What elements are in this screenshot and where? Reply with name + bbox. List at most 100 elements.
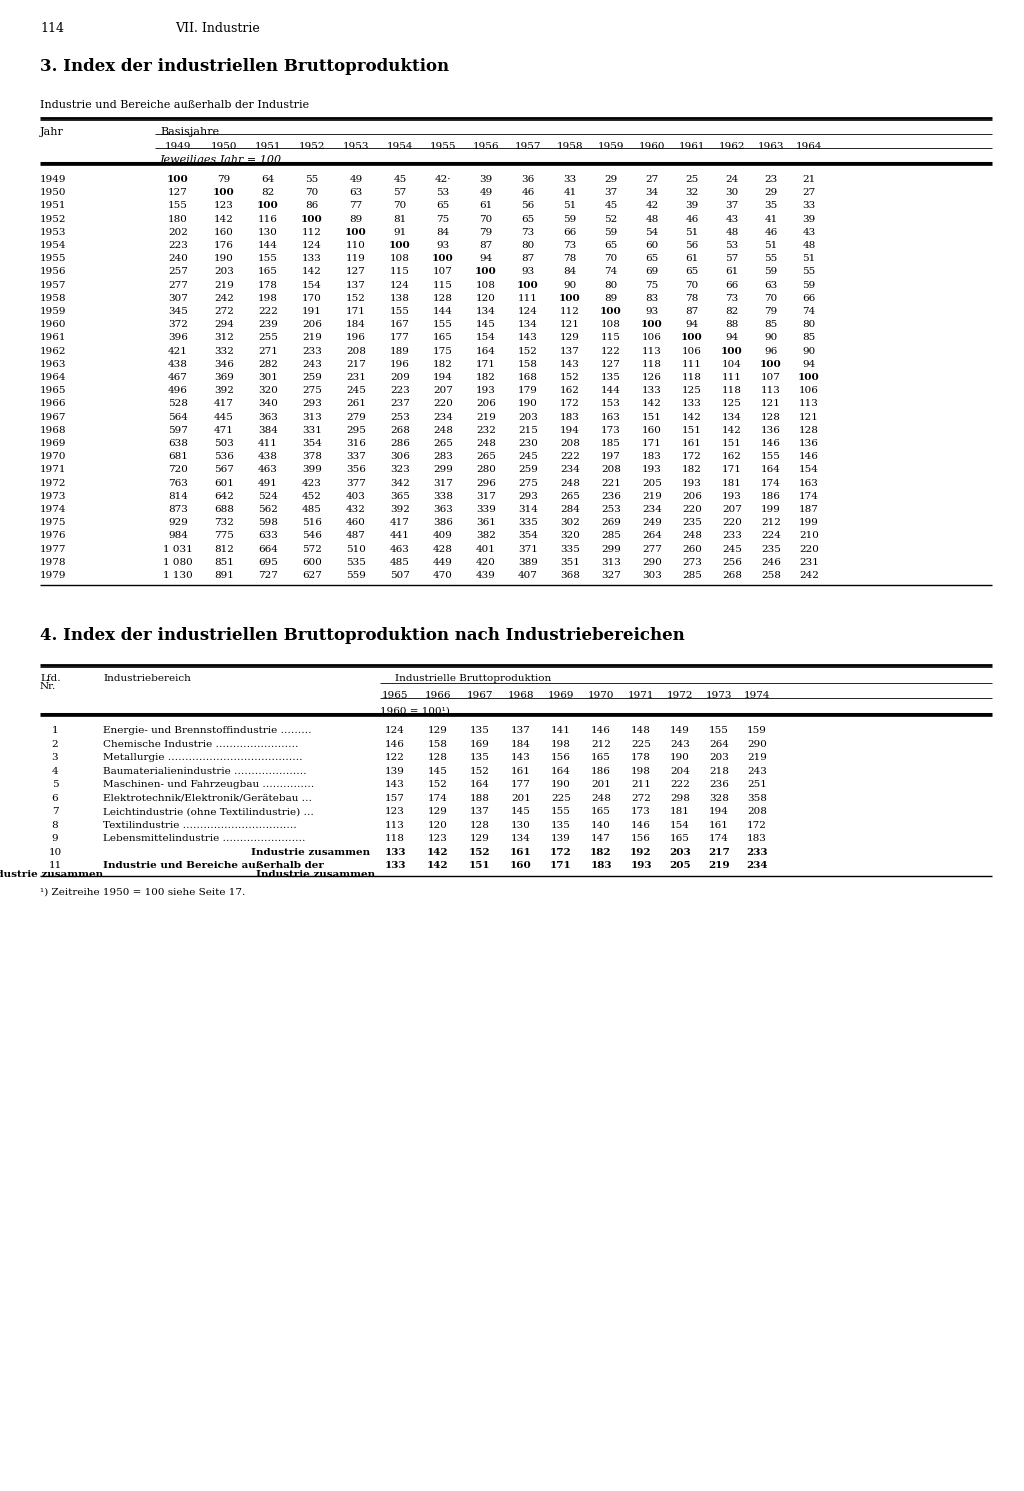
Text: 294: 294 bbox=[214, 321, 233, 330]
Text: 638: 638 bbox=[168, 438, 188, 447]
Text: 115: 115 bbox=[601, 334, 621, 343]
Text: 93: 93 bbox=[521, 267, 535, 276]
Text: 163: 163 bbox=[799, 479, 819, 488]
Text: 331: 331 bbox=[302, 426, 322, 435]
Text: 32: 32 bbox=[685, 188, 698, 197]
Text: 171: 171 bbox=[346, 307, 366, 316]
Text: 1973: 1973 bbox=[40, 492, 67, 501]
Text: 245: 245 bbox=[722, 544, 742, 553]
Text: 125: 125 bbox=[682, 386, 701, 395]
Text: 235: 235 bbox=[761, 544, 781, 553]
Text: 70: 70 bbox=[764, 294, 777, 303]
Text: 179: 179 bbox=[518, 386, 538, 395]
Text: 45: 45 bbox=[604, 201, 617, 210]
Text: 1956: 1956 bbox=[473, 142, 500, 151]
Text: 428: 428 bbox=[433, 544, 453, 553]
Text: Chemische Industrie ……………………: Chemische Industrie …………………… bbox=[103, 740, 299, 748]
Text: Baumaterialienindustrie …………………: Baumaterialienindustrie ………………… bbox=[103, 766, 306, 775]
Text: 155: 155 bbox=[390, 307, 410, 316]
Text: 121: 121 bbox=[799, 413, 819, 422]
Text: 64: 64 bbox=[261, 174, 274, 183]
Text: 237: 237 bbox=[390, 400, 410, 409]
Text: 174: 174 bbox=[761, 479, 781, 488]
Text: 145: 145 bbox=[428, 766, 447, 775]
Text: 94: 94 bbox=[479, 253, 493, 264]
Text: 148: 148 bbox=[631, 726, 651, 735]
Text: 365: 365 bbox=[390, 492, 410, 501]
Text: 181: 181 bbox=[670, 807, 690, 816]
Text: 167: 167 bbox=[390, 321, 410, 330]
Text: 377: 377 bbox=[346, 479, 366, 488]
Text: 135: 135 bbox=[551, 820, 571, 829]
Text: 328: 328 bbox=[709, 793, 729, 802]
Text: 327: 327 bbox=[601, 571, 621, 580]
Text: 627: 627 bbox=[302, 571, 322, 580]
Text: 463: 463 bbox=[258, 465, 278, 474]
Text: 546: 546 bbox=[302, 531, 322, 540]
Text: 133: 133 bbox=[302, 253, 322, 264]
Text: 161: 161 bbox=[511, 766, 530, 775]
Text: 178: 178 bbox=[258, 280, 278, 289]
Text: 275: 275 bbox=[302, 386, 322, 395]
Text: 29: 29 bbox=[764, 188, 777, 197]
Text: 220: 220 bbox=[722, 519, 742, 528]
Text: 124: 124 bbox=[302, 242, 322, 250]
Text: 196: 196 bbox=[390, 359, 410, 368]
Text: 219: 219 bbox=[642, 492, 662, 501]
Text: 268: 268 bbox=[390, 426, 410, 435]
Text: 121: 121 bbox=[761, 400, 781, 409]
Text: 112: 112 bbox=[560, 307, 580, 316]
Text: 259: 259 bbox=[302, 373, 322, 382]
Text: 33: 33 bbox=[803, 201, 816, 210]
Text: 203: 203 bbox=[670, 848, 691, 857]
Text: 441: 441 bbox=[390, 531, 410, 540]
Text: 152: 152 bbox=[428, 780, 447, 789]
Text: 1962: 1962 bbox=[719, 142, 745, 151]
Text: 61: 61 bbox=[479, 201, 493, 210]
Text: 460: 460 bbox=[346, 519, 366, 528]
Text: 158: 158 bbox=[428, 740, 447, 748]
Text: 84: 84 bbox=[563, 267, 577, 276]
Text: 60: 60 bbox=[645, 242, 658, 250]
Text: 100: 100 bbox=[681, 334, 702, 343]
Text: 111: 111 bbox=[722, 373, 742, 382]
Text: 409: 409 bbox=[433, 531, 453, 540]
Text: 286: 286 bbox=[390, 438, 410, 447]
Text: 118: 118 bbox=[682, 373, 701, 382]
Text: 320: 320 bbox=[258, 386, 278, 395]
Text: 1957: 1957 bbox=[515, 142, 542, 151]
Text: 172: 172 bbox=[550, 848, 571, 857]
Text: 159: 159 bbox=[748, 726, 767, 735]
Text: 217: 217 bbox=[346, 359, 366, 368]
Text: 301: 301 bbox=[258, 373, 278, 382]
Text: 154: 154 bbox=[302, 280, 322, 289]
Text: 165: 165 bbox=[258, 267, 278, 276]
Text: 100: 100 bbox=[641, 321, 663, 330]
Text: 248: 248 bbox=[433, 426, 453, 435]
Text: 285: 285 bbox=[601, 531, 621, 540]
Text: 70: 70 bbox=[305, 188, 318, 197]
Text: 1973: 1973 bbox=[706, 692, 732, 701]
Text: 113: 113 bbox=[642, 346, 662, 355]
Text: 306: 306 bbox=[390, 452, 410, 461]
Text: 55: 55 bbox=[305, 174, 318, 183]
Text: 503: 503 bbox=[214, 438, 233, 447]
Text: 193: 193 bbox=[630, 862, 651, 871]
Text: 134: 134 bbox=[511, 833, 530, 844]
Text: 396: 396 bbox=[168, 334, 188, 343]
Text: 114: 114 bbox=[40, 22, 63, 34]
Text: 467: 467 bbox=[168, 373, 188, 382]
Text: 243: 243 bbox=[748, 766, 767, 775]
Text: 73: 73 bbox=[563, 242, 577, 250]
Text: 1960 = 100¹): 1960 = 100¹) bbox=[380, 707, 450, 716]
Text: 48: 48 bbox=[645, 215, 658, 224]
Text: 277: 277 bbox=[642, 544, 662, 553]
Text: 194: 194 bbox=[560, 426, 580, 435]
Text: 695: 695 bbox=[258, 558, 278, 567]
Text: 1949: 1949 bbox=[165, 142, 191, 151]
Text: 302: 302 bbox=[560, 519, 580, 528]
Text: 303: 303 bbox=[642, 571, 662, 580]
Text: 155: 155 bbox=[761, 452, 781, 461]
Text: 155: 155 bbox=[551, 807, 571, 816]
Text: 70: 70 bbox=[393, 201, 407, 210]
